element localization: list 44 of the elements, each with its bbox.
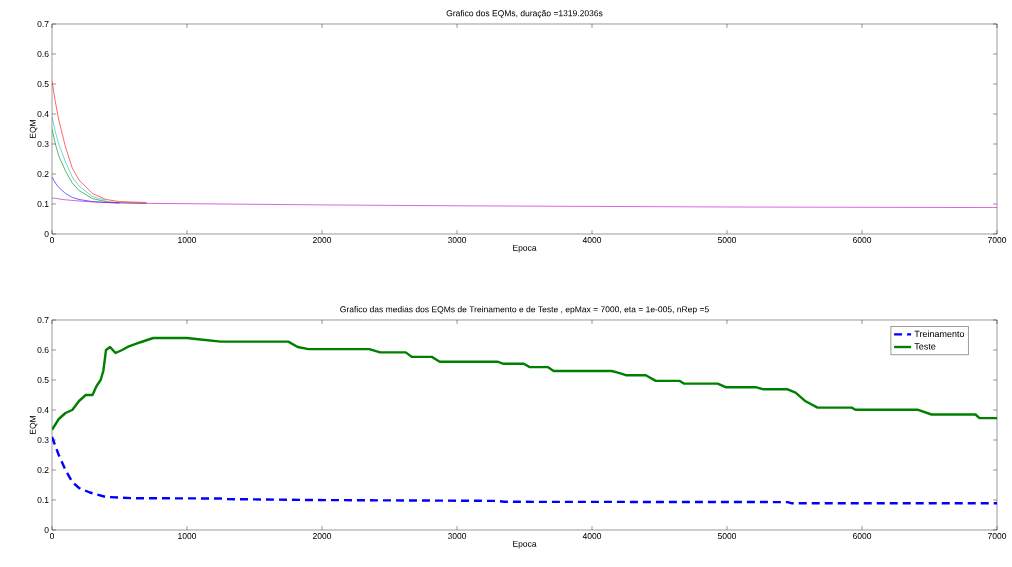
x-tick-label: 6000 [852,237,872,244]
y-tick-label: 0 [44,526,49,533]
line-series [52,336,998,431]
line-series [52,116,107,201]
y-tick-label: 0.7 [37,20,49,27]
legend-label: Teste [914,343,936,350]
y-tick-label: 0.6 [37,346,49,353]
y-tick-label: 0.3 [37,140,49,147]
y-tick-label: 0.2 [37,466,49,473]
chart-title: Grafico dos EQMs, duração =1319.2036s [446,10,603,18]
x-tick-label: 7000 [987,237,1007,244]
y-tick-label: 0.4 [37,110,49,117]
y-tick-label: 0.2 [37,170,49,177]
y-axis-title: EQM [29,120,38,138]
x-tick-label: 3000 [447,237,467,244]
y-tick-label: 0.4 [37,406,49,413]
x-tick-label: 3000 [447,533,467,540]
x-tick-label: 6000 [852,533,872,540]
x-tick-label: 2000 [312,237,332,244]
x-tick-label: 4000 [582,533,602,540]
legend-label: Treinamento [914,330,965,338]
y-tick-label: 0.1 [37,496,49,503]
y-tick-label: 0.1 [37,200,49,207]
y-tick-label: 0.3 [37,436,49,443]
x-tick-label: 5000 [717,533,737,540]
x-tick-label: 1000 [178,533,197,540]
y-tick-label: 0 [44,230,49,237]
y-tick-label: 0.5 [37,80,49,87]
chart-title: Grafico das medias dos EQMs de Treinamento e de Teste , epMax = 7000, eta = 1e-005, nRep =5 [340,306,709,314]
x-tick-label: 7000 [987,533,1007,540]
x-tick-label: 5000 [717,237,737,244]
x-tick-label: 0 [49,533,55,540]
x-tick-label: 2000 [312,533,332,540]
x-tick-label: 4000 [582,237,602,244]
y-axis-title: EQM [29,416,38,434]
y-tick-label: 0.7 [37,316,49,323]
x-axis-title: Epoca [513,244,537,253]
y-tick-label: 0.5 [37,376,49,383]
x-tick-label: 0 [49,237,55,244]
y-tick-label: 0.6 [37,50,49,57]
line-series [52,197,998,208]
line-series [52,80,147,203]
x-axis-title: Epoca [513,540,537,549]
x-tick-label: 1000 [178,237,197,244]
